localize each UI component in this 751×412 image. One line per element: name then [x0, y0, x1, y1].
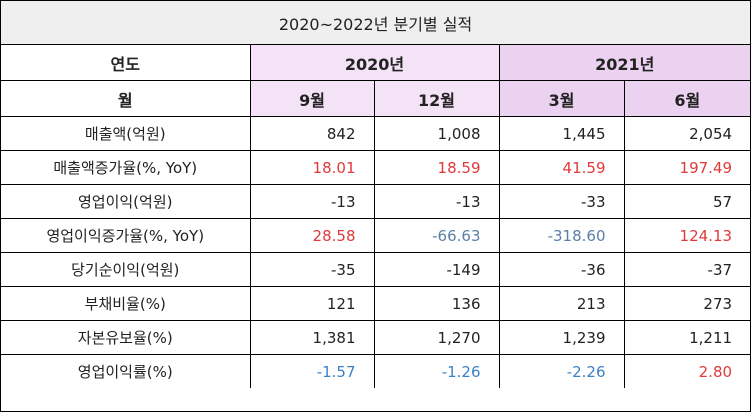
quarterly-earnings-table: 2020~2022년 분기별 실적 연도 2020년 2021년 월 9월 12… — [1, 1, 751, 388]
table-cell: 41.59 — [498, 150, 625, 185]
month-header-row: 월 9월 12월 3월 6월 — [1, 80, 751, 117]
row-label: 매출액증가율(%, YoY) — [1, 150, 251, 185]
table-cell: -13 — [249, 184, 375, 219]
table-row: 영업이익(억원) -13 -13 -33 57 — [1, 184, 751, 219]
title-row: 2020~2022년 분기별 실적 — [1, 1, 751, 45]
row-label: 영업이익(억원) — [1, 184, 251, 219]
row-label: 매출액(억원) — [1, 116, 251, 151]
table-cell: 1,270 — [373, 320, 500, 355]
table-cell: -1.57 — [249, 354, 375, 388]
table-cell: -149 — [373, 252, 500, 287]
table-cell: -36 — [498, 252, 625, 287]
table-row: 영업이익증가율(%, YoY) 28.58 -66.63 -318.60 124… — [1, 218, 751, 253]
table-row: 매출액증가율(%, YoY) 18.01 18.59 41.59 197.49 — [1, 150, 751, 185]
table-cell: 1,211 — [623, 320, 751, 355]
table-row: 영업이익률(%) -1.57 -1.26 -2.26 2.80 — [1, 354, 751, 388]
table-cell: 842 — [249, 116, 375, 151]
table-cell: -66.63 — [373, 218, 500, 253]
row-label: 자본유보율(%) — [1, 320, 251, 355]
table-cell: 213 — [498, 286, 625, 321]
table-cell: -2.26 — [498, 354, 625, 388]
table-row: 자본유보율(%) 1,381 1,270 1,239 1,211 — [1, 320, 751, 355]
year-header-row: 연도 2020년 2021년 — [1, 44, 751, 81]
year-header-2021: 2021년 — [498, 44, 751, 81]
row-label: 영업이익률(%) — [1, 354, 251, 388]
table-cell: 28.58 — [249, 218, 375, 253]
table-cell: 136 — [373, 286, 500, 321]
table-row: 당기순이익(억원) -35 -149 -36 -37 — [1, 252, 751, 287]
table-row: 부채비율(%) 121 136 213 273 — [1, 286, 751, 321]
table-cell: 1,381 — [249, 320, 375, 355]
month-header-cell: 9월 — [249, 80, 375, 117]
table-cell: -318.60 — [498, 218, 625, 253]
row-label: 부채비율(%) — [1, 286, 251, 321]
month-header-label: 월 — [1, 80, 251, 117]
table-cell: -35 — [249, 252, 375, 287]
table-cell: -13 — [373, 184, 500, 219]
table-cell: -37 — [623, 252, 751, 287]
row-label: 영업이익증가율(%, YoY) — [1, 218, 251, 253]
month-header-cell: 3월 — [498, 80, 625, 117]
table-title: 2020~2022년 분기별 실적 — [1, 1, 751, 45]
row-label: 당기순이익(억원) — [1, 252, 251, 287]
table-cell: 1,445 — [498, 116, 625, 151]
table-cell: 18.01 — [249, 150, 375, 185]
table-cell: 2,054 — [623, 116, 751, 151]
table-cell: -33 — [498, 184, 625, 219]
table-cell: 57 — [623, 184, 751, 219]
month-header-cell: 12월 — [373, 80, 500, 117]
table-cell: 124.13 — [623, 218, 751, 253]
table-cell: -1.26 — [373, 354, 500, 388]
table-cell: 1,239 — [498, 320, 625, 355]
year-header-label: 연도 — [1, 44, 251, 81]
table-row: 매출액(억원) 842 1,008 1,445 2,054 — [1, 116, 751, 151]
table-cell: 18.59 — [373, 150, 500, 185]
table-cell: 197.49 — [623, 150, 751, 185]
year-header-2020: 2020년 — [249, 44, 500, 81]
month-header-cell: 6월 — [623, 80, 751, 117]
table-cell: 2.80 — [623, 354, 751, 388]
table-cell: 273 — [623, 286, 751, 321]
table-cell: 1,008 — [373, 116, 500, 151]
table-cell: 121 — [249, 286, 375, 321]
